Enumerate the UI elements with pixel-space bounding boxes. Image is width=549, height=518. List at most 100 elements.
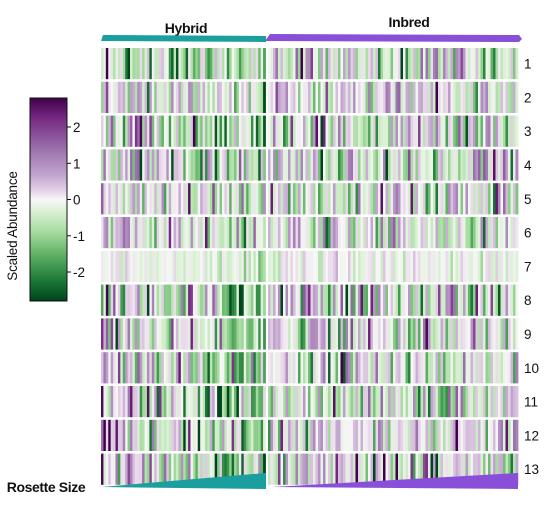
heatmap-cell bbox=[231, 183, 235, 215]
heatmap-cell bbox=[358, 149, 361, 181]
heatmap-cell bbox=[221, 149, 225, 181]
heatmap-cell bbox=[400, 115, 404, 147]
heatmap-cell bbox=[388, 81, 391, 113]
heatmap-cell bbox=[338, 386, 341, 418]
heatmap-cell bbox=[430, 250, 434, 282]
heatmap-cell bbox=[149, 284, 153, 316]
heatmap-cell bbox=[480, 115, 484, 147]
heatmap-cell bbox=[275, 453, 279, 485]
heatmap-cell bbox=[388, 149, 391, 181]
heatmap-cell bbox=[205, 284, 208, 316]
heatmap-cell bbox=[325, 453, 329, 485]
heatmap-cell bbox=[365, 386, 369, 418]
heatmap-cell bbox=[192, 284, 196, 316]
heatmap-cell bbox=[458, 217, 461, 249]
row-label: 4 bbox=[524, 158, 532, 173]
heatmap-cell bbox=[139, 81, 143, 113]
heatmap-cell bbox=[310, 217, 314, 249]
heatmap-cell bbox=[310, 183, 314, 215]
heatmap-cell bbox=[378, 284, 381, 316]
heatmap-cell bbox=[248, 419, 252, 451]
heatmap-cell bbox=[154, 81, 158, 113]
heatmap-cell bbox=[115, 318, 119, 350]
heatmap-cell bbox=[212, 81, 216, 113]
heatmap-cell bbox=[393, 250, 396, 282]
heatmap-cell bbox=[483, 453, 486, 485]
heatmap-cell bbox=[197, 149, 201, 181]
heatmap-cell bbox=[340, 250, 344, 282]
heatmap-cell bbox=[408, 115, 411, 147]
heatmap-cell bbox=[166, 217, 170, 249]
heatmap-cell bbox=[146, 48, 150, 80]
heatmap-cell bbox=[280, 284, 284, 316]
heatmap-cell bbox=[183, 183, 187, 215]
heatmap-cell bbox=[388, 217, 391, 249]
heatmap-cell bbox=[468, 183, 471, 215]
heatmap-cell bbox=[448, 149, 451, 181]
heatmap-cell bbox=[320, 115, 324, 147]
heatmap-cell bbox=[156, 250, 160, 282]
heatmap-cell bbox=[510, 318, 514, 350]
heatmap-cell bbox=[488, 115, 491, 147]
heatmap-cell bbox=[440, 217, 444, 249]
heatmap-cell bbox=[358, 419, 361, 451]
heatmap-cell bbox=[363, 183, 366, 215]
heatmap-cell bbox=[209, 284, 213, 316]
heatmap-cell bbox=[226, 217, 230, 249]
heatmap-cell bbox=[258, 352, 262, 384]
heatmap-cell bbox=[365, 183, 369, 215]
heatmap-cell bbox=[418, 48, 421, 80]
heatmap-cell bbox=[229, 318, 233, 350]
heatmap-cell bbox=[120, 149, 124, 181]
heatmap-cell bbox=[430, 81, 434, 113]
heatmap-cell bbox=[125, 81, 129, 113]
heatmap-cell bbox=[253, 149, 257, 181]
heatmap-cell bbox=[410, 453, 414, 485]
heatmap-cell bbox=[500, 352, 504, 384]
heatmap-cell bbox=[465, 149, 469, 181]
heatmap-cell bbox=[175, 453, 179, 485]
heatmap-cell bbox=[355, 250, 359, 282]
rosette-size-label: Rosette Size bbox=[7, 479, 86, 495]
heatmap-cell bbox=[458, 183, 461, 215]
heatmap-cell bbox=[255, 81, 259, 113]
heatmap-cell bbox=[224, 250, 228, 282]
heatmap-cell bbox=[380, 386, 384, 418]
heatmap-cell bbox=[485, 48, 489, 80]
heatmap-cell bbox=[470, 217, 474, 249]
heatmap-cell bbox=[328, 183, 331, 215]
heatmap-cell bbox=[473, 318, 476, 350]
heatmap-cell bbox=[268, 81, 271, 113]
heatmap-cell bbox=[190, 419, 194, 451]
heatmap-cell bbox=[156, 386, 160, 418]
heatmap-cell bbox=[101, 48, 104, 80]
heatmap-cell bbox=[139, 250, 143, 282]
heatmap-cell bbox=[358, 115, 361, 147]
heatmap-cell bbox=[445, 284, 449, 316]
heatmap-cell bbox=[378, 81, 381, 113]
heatmap-cell bbox=[270, 217, 274, 249]
heatmap-cell bbox=[159, 217, 162, 249]
heatmap-cell bbox=[363, 115, 366, 147]
heatmap-cell bbox=[134, 250, 138, 282]
heatmap-cell bbox=[345, 453, 349, 485]
heatmap-cell bbox=[458, 318, 461, 350]
heatmap-cell bbox=[390, 318, 394, 350]
heatmap-cell bbox=[175, 352, 179, 384]
heatmap-cell bbox=[458, 81, 461, 113]
heatmap-cell bbox=[480, 183, 484, 215]
heatmap-cell bbox=[370, 453, 374, 485]
heatmap-cell bbox=[390, 284, 394, 316]
heatmap-cell bbox=[190, 352, 194, 384]
heatmap-cell bbox=[475, 149, 479, 181]
heatmap-cell bbox=[270, 115, 274, 147]
heatmap-cell bbox=[423, 149, 426, 181]
heatmap-cell bbox=[420, 149, 424, 181]
heatmap-cell bbox=[400, 183, 404, 215]
heatmap-cell bbox=[335, 81, 339, 113]
heatmap-cell bbox=[310, 81, 314, 113]
heatmap-cell bbox=[340, 48, 344, 80]
heatmap-cell bbox=[113, 81, 116, 113]
heatmap-cell bbox=[510, 81, 514, 113]
heatmap-cell bbox=[510, 284, 514, 316]
